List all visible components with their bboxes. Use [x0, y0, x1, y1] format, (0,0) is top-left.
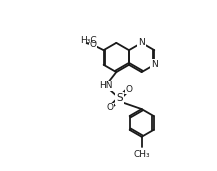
- Text: O: O: [125, 84, 132, 94]
- Text: O: O: [89, 40, 96, 49]
- Text: N: N: [151, 60, 158, 69]
- Text: S: S: [116, 93, 123, 103]
- Text: N: N: [138, 38, 145, 47]
- Text: HN: HN: [99, 81, 112, 90]
- Text: H₃C: H₃C: [81, 36, 97, 45]
- Text: O: O: [107, 103, 114, 112]
- Text: CH₃: CH₃: [133, 150, 150, 159]
